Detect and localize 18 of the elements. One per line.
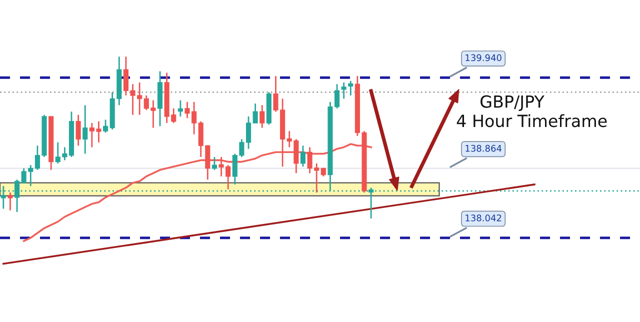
annotation: GBP/JPY (480, 95, 544, 111)
annotation: 138.042 (466, 214, 502, 222)
candlestick (76, 114, 81, 146)
candlestick (260, 104, 265, 129)
candlestick (82, 104, 88, 154)
candlestick (300, 144, 306, 168)
candlestick (341, 82, 346, 100)
annotation: 4 Hour Timeframe (456, 114, 607, 128)
candlestick (334, 83, 340, 110)
candlestick (103, 119, 108, 134)
annotation: 139.940 (466, 54, 502, 62)
candlestick (246, 116, 252, 150)
annotation: 138.864 (466, 144, 502, 152)
candlestick (252, 102, 258, 124)
candlestick (348, 80, 354, 96)
candlestick (212, 156, 217, 171)
candlestick (8, 192, 13, 212)
candlestick (178, 100, 183, 118)
